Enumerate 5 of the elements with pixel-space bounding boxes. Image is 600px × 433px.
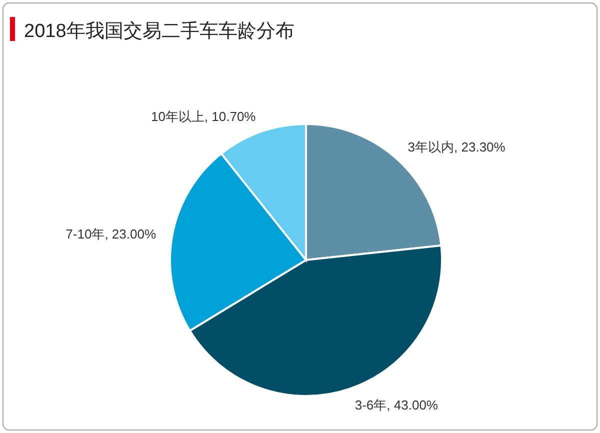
slice-label: 7-10年, 23.00% (66, 226, 156, 242)
slice-label: 10年以上, 10.70% (150, 109, 256, 124)
slice-label: 3年以内, 23.30% (408, 140, 506, 155)
chart-title: 2018年我国交易二手车车龄分布 (24, 20, 294, 42)
slice-label: 3-6年, 43.00% (354, 397, 438, 412)
